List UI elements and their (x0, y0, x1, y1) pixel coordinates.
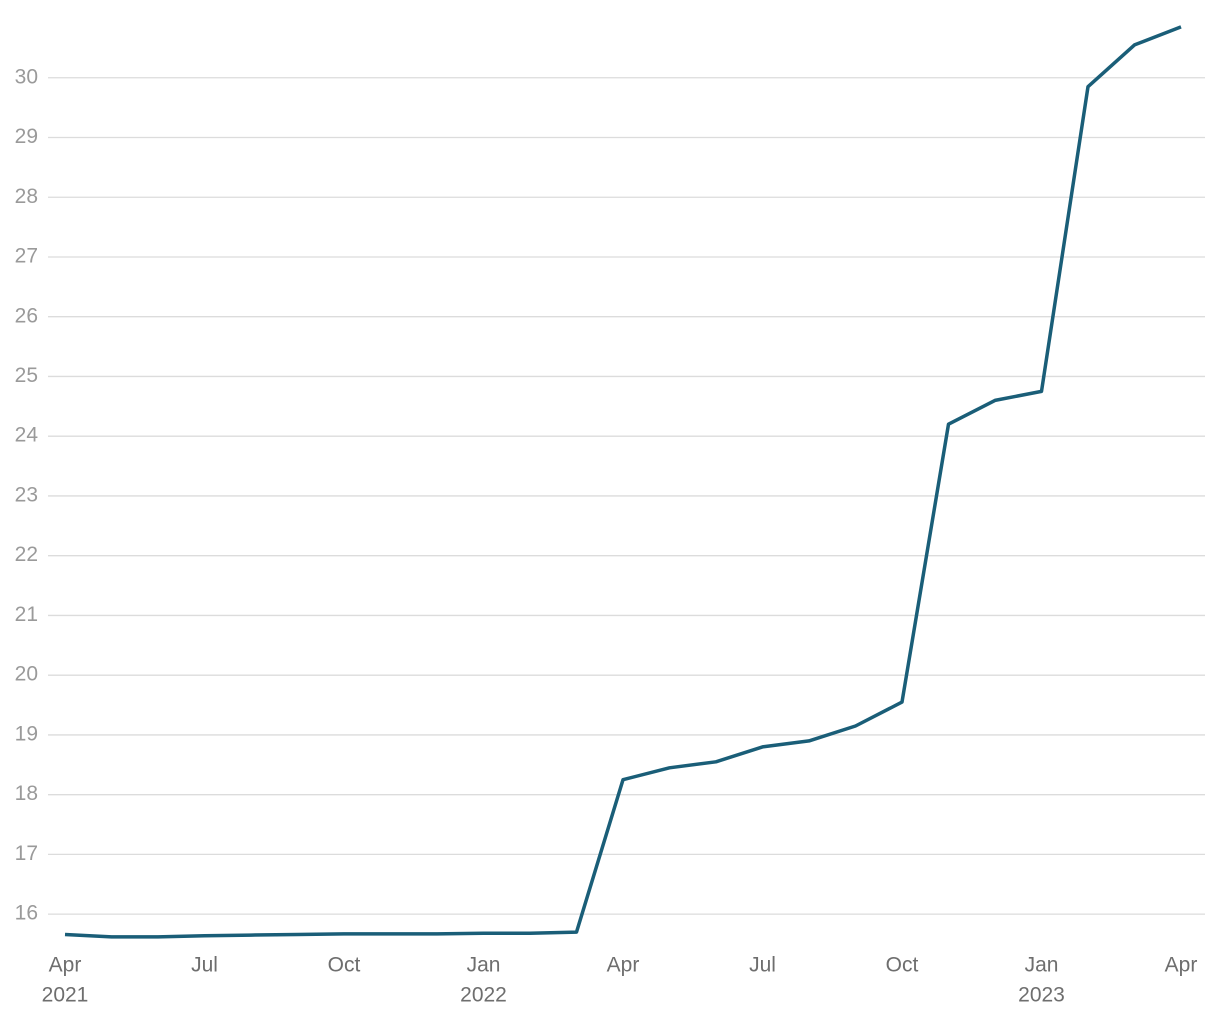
y-tick-label: 29 (15, 125, 38, 148)
x-tick-label: Apr (1165, 954, 1198, 977)
y-tick-label: 25 (15, 364, 38, 387)
x-tick-label: Apr (607, 954, 640, 977)
x-tick-year: 2022 (460, 984, 507, 1007)
x-tick-label: Jan (467, 954, 501, 977)
y-tick-label: 16 (15, 902, 38, 925)
y-tick-label: 27 (15, 245, 38, 268)
y-tick-label: 19 (15, 722, 38, 745)
y-tick-label: 17 (15, 842, 38, 865)
x-tick-label: Apr (49, 954, 82, 977)
y-tick-label: 23 (15, 483, 38, 506)
x-tick-label: Jan (1025, 954, 1059, 977)
x-tick-label: Jul (191, 954, 218, 977)
y-tick-label: 24 (15, 424, 39, 447)
y-tick-label: 30 (15, 65, 38, 88)
x-tick-label: Jul (749, 954, 776, 977)
x-tick-label: Oct (886, 954, 919, 977)
y-tick-label: 22 (15, 543, 38, 566)
x-tick-year: 2021 (42, 984, 89, 1007)
x-tick-label: Oct (328, 954, 361, 977)
y-tick-label: 26 (15, 304, 38, 327)
y-tick-label: 18 (15, 782, 38, 805)
y-tick-label: 28 (15, 185, 38, 208)
x-tick-year: 2023 (1018, 984, 1065, 1007)
y-tick-label: 21 (15, 603, 38, 626)
y-tick-label: 20 (15, 663, 38, 686)
data-line (64, 25, 1182, 939)
